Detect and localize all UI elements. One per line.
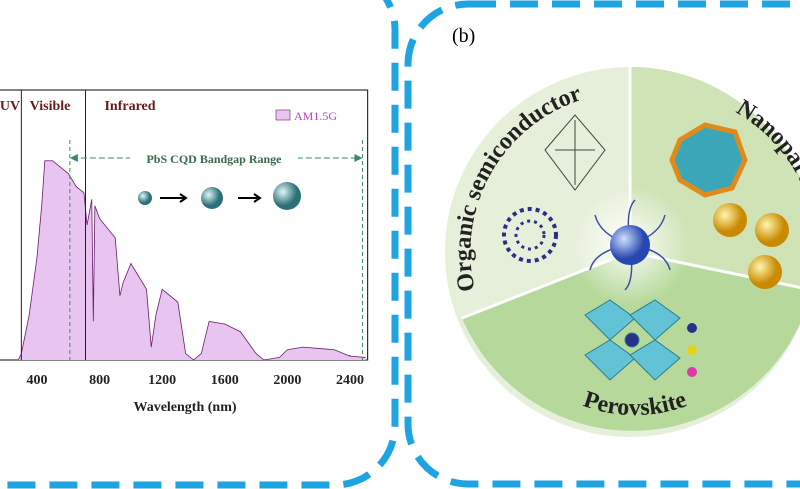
legend-swatch bbox=[275, 109, 291, 121]
x-tick-label: 2000 bbox=[273, 373, 301, 388]
perovskite-lattice bbox=[584, 299, 681, 381]
diagram: Organic semiconductor Nanoparticles Pero… bbox=[445, 25, 800, 437]
x-axis-label: Wavelength (nm) bbox=[133, 400, 236, 415]
nanocrystal bbox=[669, 122, 748, 198]
spectrum-line bbox=[17, 160, 366, 361]
x-tick-label: 2400 bbox=[336, 373, 364, 388]
dot-illustration bbox=[201, 187, 223, 209]
nanoparticle bbox=[755, 213, 789, 247]
graphene bbox=[544, 114, 606, 191]
x-tick-label: 800 bbox=[89, 373, 110, 388]
label-bg bbox=[130, 150, 298, 166]
ion bbox=[687, 367, 697, 377]
dot-illustration bbox=[273, 182, 301, 210]
nanoparticle bbox=[713, 203, 747, 237]
x-tick-label: 1200 bbox=[148, 373, 176, 388]
panel-label: (b) bbox=[452, 25, 475, 47]
x-tick-label: 400 bbox=[26, 373, 47, 388]
nanoparticle bbox=[748, 255, 782, 289]
region-label: Infrared bbox=[104, 99, 155, 114]
spectrum-area bbox=[18, 160, 366, 360]
panel-frame bbox=[404, 0, 800, 488]
arrow bbox=[160, 193, 188, 203]
bandgap-label: PbS CQD Bandgap Range bbox=[146, 152, 282, 166]
fullerene bbox=[502, 207, 558, 263]
ion bbox=[687, 323, 697, 333]
arrow bbox=[238, 193, 262, 203]
dot-illustration bbox=[138, 191, 152, 205]
quantum-dot bbox=[610, 225, 650, 265]
chart: 400 800 1200 1600 2000 2400 Wavelength (nm) AM1… bbox=[0, 89, 369, 415]
region-label: Visible bbox=[30, 99, 71, 114]
x-tick-label: 1600 bbox=[211, 373, 239, 388]
region-label: UV bbox=[0, 99, 20, 114]
legend-label: AM1.5G bbox=[294, 109, 337, 123]
ion bbox=[687, 345, 697, 355]
